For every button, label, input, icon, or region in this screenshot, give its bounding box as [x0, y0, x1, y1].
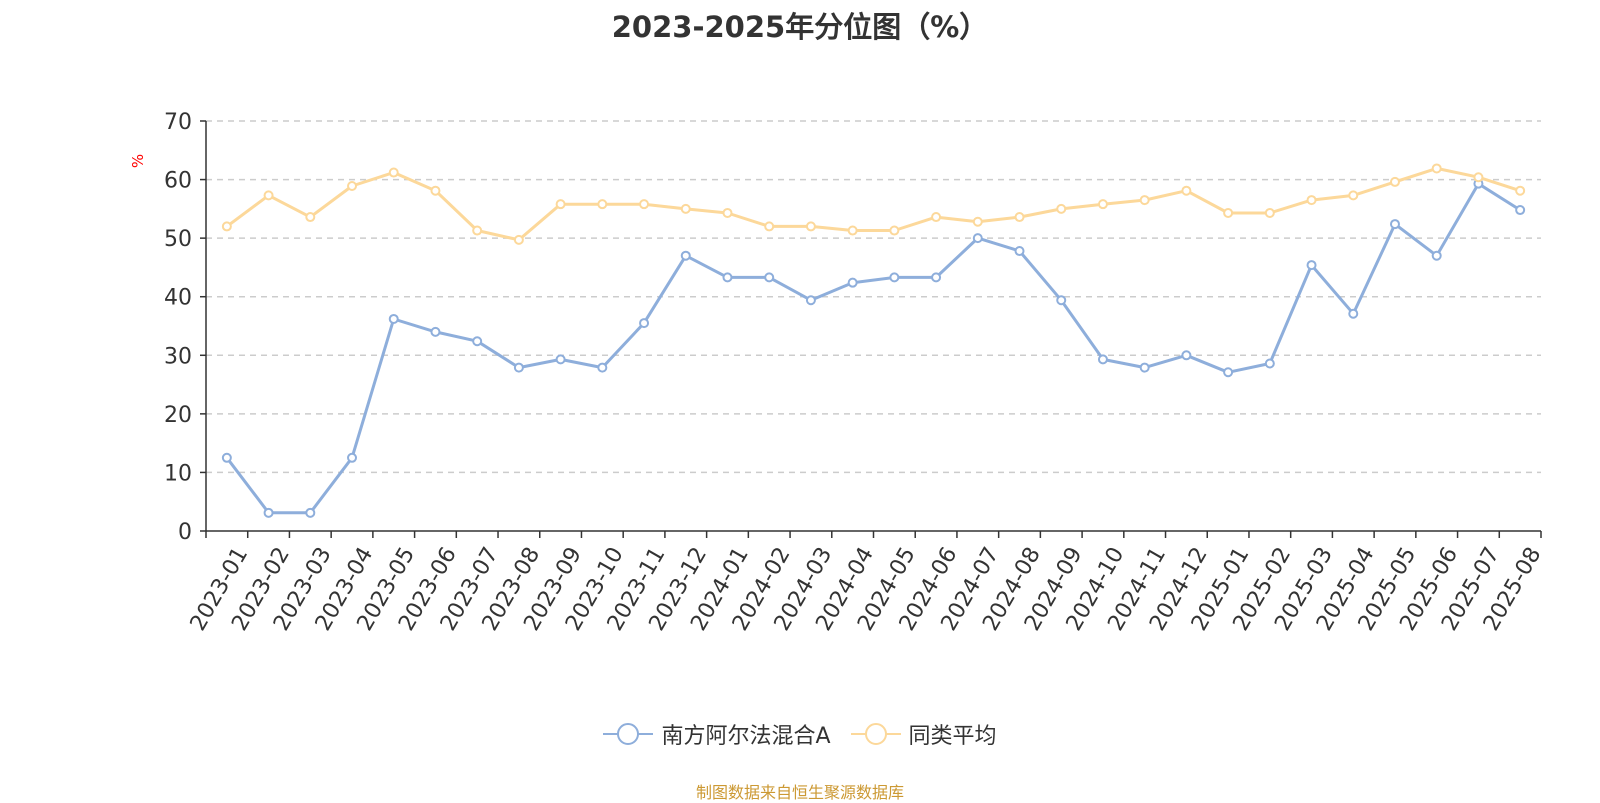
series-0-point-2023-12: [680, 250, 691, 261]
series-0-point-2024-01: [722, 272, 733, 283]
series-1-point-2025-05: [1389, 176, 1400, 187]
series-line-0: [225, 182, 1521, 515]
series-0-point-2023-02: [263, 507, 274, 518]
series-1-point-2024-08: [1014, 212, 1025, 223]
series-0-point-2024-11: [1139, 362, 1150, 373]
series-1-point-2025-08: [1515, 185, 1526, 196]
series-1-point-2023-04: [347, 181, 358, 192]
series-1-point-2025-03: [1306, 195, 1317, 206]
series-0-point-2024-07: [972, 233, 983, 244]
series-1-point-2024-06: [931, 212, 942, 223]
series-0-point-2023-09: [555, 354, 566, 365]
series-0-point-2023-01: [221, 452, 232, 463]
series-1-point-2023-08: [513, 234, 524, 245]
series-1-point-2023-11: [639, 199, 650, 210]
legend-item-fund[interactable]: 南方阿尔法混合A: [603, 718, 831, 750]
series-0-point-2025-01: [1223, 367, 1234, 378]
series-0-point-2024-03: [805, 295, 816, 306]
y-tick-label-60: 60: [164, 169, 192, 194]
series-1-point-2023-01: [221, 221, 232, 232]
series-1-point-2025-06: [1431, 163, 1442, 174]
series-1-point-2024-01: [722, 207, 733, 218]
y-tick-label-20: 20: [164, 403, 192, 428]
series-0-point-2023-05: [388, 313, 399, 324]
legend-marker-average: [850, 723, 901, 745]
series-0-point-2024-09: [1056, 295, 1067, 306]
series-1-point-2023-02: [263, 190, 274, 201]
series-0-point-2023-06: [430, 326, 441, 337]
series-1-point-2023-09: [555, 199, 566, 210]
series-0-point-2024-12: [1181, 350, 1192, 361]
series-0-point-2024-05: [889, 272, 900, 283]
series-0-point-2025-06: [1431, 250, 1442, 261]
series-1-point-2024-12: [1181, 185, 1192, 196]
series-1-point-2024-11: [1139, 195, 1150, 206]
y-tick-label-40: 40: [164, 286, 192, 311]
legend-marker-fund: [603, 723, 654, 745]
y-tick-label-0: 0: [178, 520, 192, 545]
series-1-point-2024-02: [764, 221, 775, 232]
series-1-point-2024-10: [1097, 199, 1108, 210]
series-1-point-2025-01: [1223, 207, 1234, 218]
series-1-point-2025-04: [1348, 190, 1359, 201]
series-1-point-2024-07: [972, 216, 983, 227]
series-0-point-2023-04: [347, 452, 358, 463]
series-0-point-2024-08: [1014, 246, 1025, 257]
series-1-point-2024-09: [1056, 203, 1067, 214]
series-0-point-2024-02: [764, 272, 775, 283]
series-0-point-2024-04: [847, 277, 858, 288]
series-1-point-2024-03: [805, 221, 816, 232]
source-note: 制图数据来自恒生聚源数据库: [695, 783, 904, 802]
series-1-point-2025-02: [1264, 207, 1275, 218]
series-1-point-2024-05: [889, 225, 900, 236]
series-0-point-2023-11: [639, 318, 650, 329]
series-0-point-2025-02: [1264, 358, 1275, 369]
series-1-point-2023-10: [597, 199, 608, 210]
legend: 南方阿尔法混合A 同类平均: [0, 718, 1600, 750]
series-1-point-2025-07: [1473, 172, 1484, 183]
series-0-point-2025-04: [1348, 308, 1359, 319]
legend-label-average: 同类平均: [908, 724, 997, 749]
series-1-point-2024-04: [847, 225, 858, 236]
series-1-point-2023-06: [430, 185, 441, 196]
chart-title: 2023-2025年分位图（%）: [611, 10, 989, 44]
series-1-point-2023-03: [305, 212, 316, 223]
series-0-point-2023-08: [513, 362, 524, 373]
series-0-point-2023-03: [305, 507, 316, 518]
series-0-point-2025-03: [1306, 260, 1317, 271]
legend-item-average[interactable]: 同类平均: [850, 718, 997, 750]
series-0-point-2024-06: [931, 272, 942, 283]
y-tick-label-70: 70: [164, 110, 192, 135]
series-0-point-2023-10: [597, 362, 608, 373]
series-0-point-2025-08: [1515, 205, 1526, 216]
series-1-point-2023-07: [472, 225, 483, 236]
series-0-point-2025-05: [1389, 219, 1400, 230]
y-tick-label-50: 50: [164, 227, 192, 252]
y-tick-label-30: 30: [164, 344, 192, 369]
legend-label-fund: 南方阿尔法混合A: [661, 724, 831, 749]
series-line-1: [226, 166, 1521, 242]
series-1-point-2023-05: [388, 167, 399, 178]
y-tick-label-10: 10: [164, 461, 192, 486]
series-0-point-2023-07: [472, 336, 483, 347]
series-1-point-2023-12: [680, 203, 691, 214]
series-0-point-2024-10: [1097, 354, 1108, 365]
